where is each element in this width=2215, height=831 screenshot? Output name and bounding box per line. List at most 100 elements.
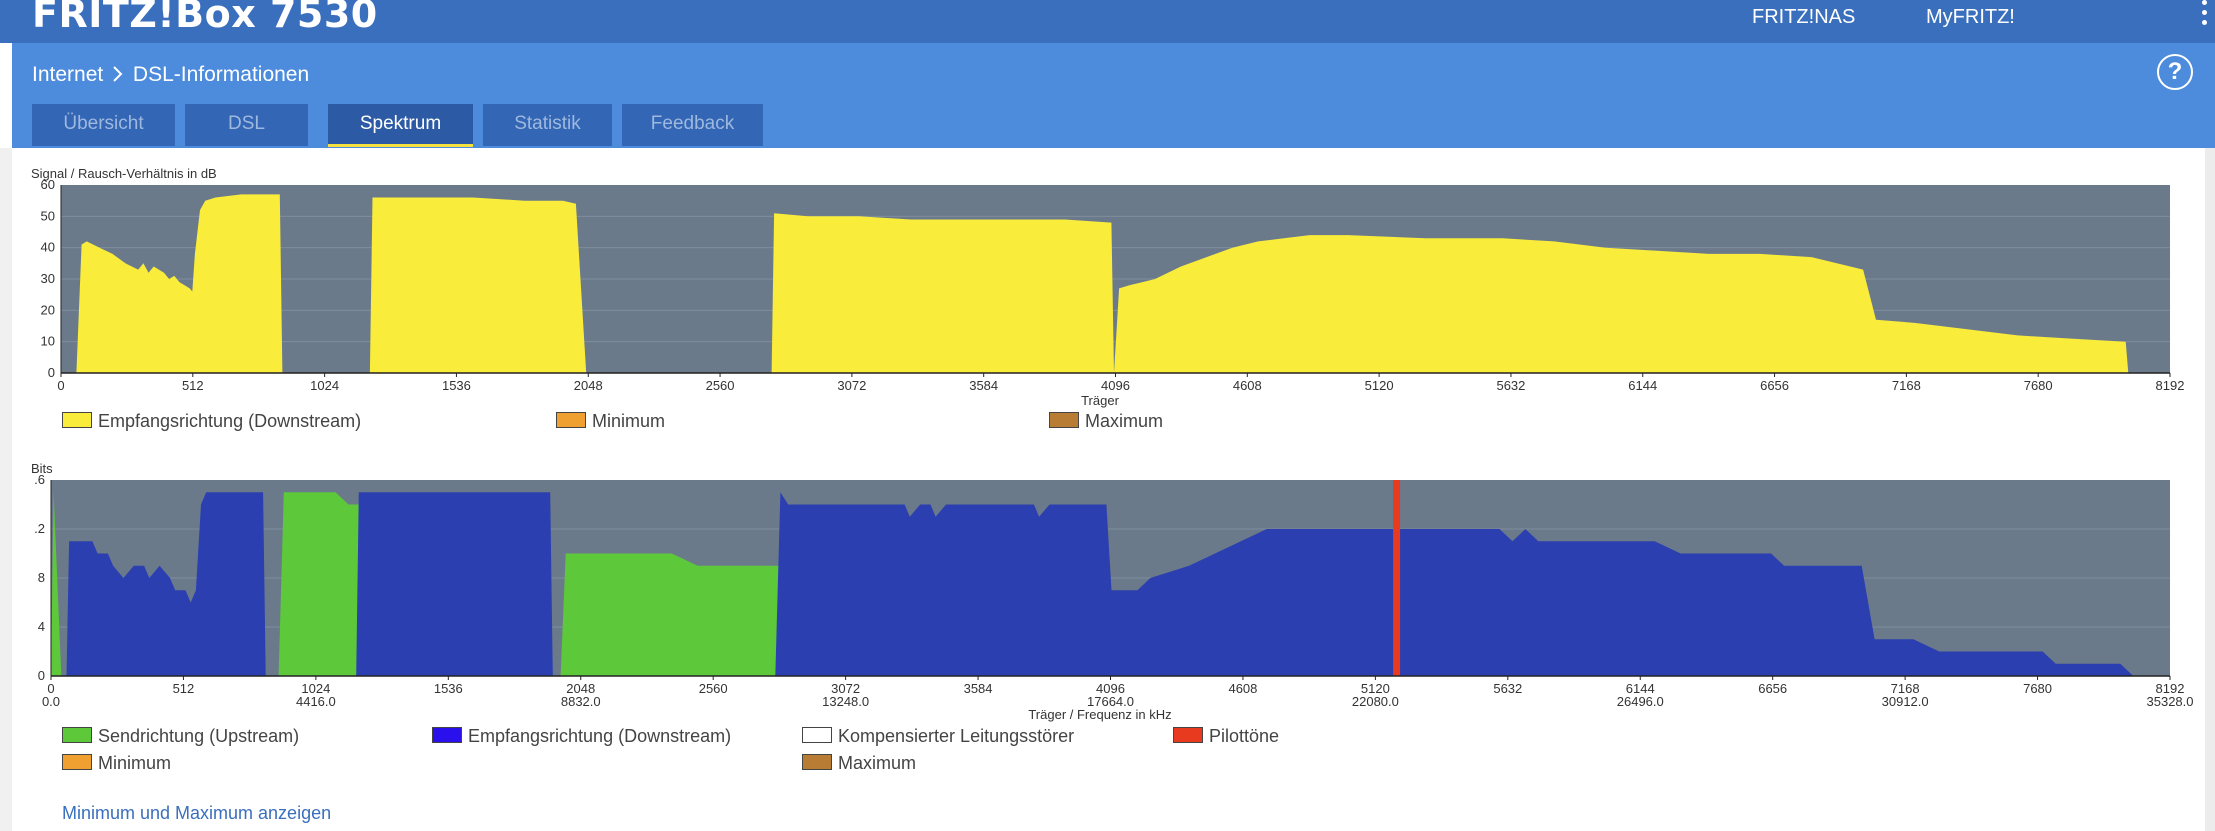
legend-swatch: [432, 727, 462, 744]
freq-tick-label: 26496.0: [1617, 694, 1664, 709]
bits-chart-ylabel: Bits: [31, 461, 53, 476]
y-tick-label: 8: [38, 570, 45, 585]
bits-legend-downstream[interactable]: Empfangsrichtung (Downstream): [432, 726, 731, 747]
tab-dsl[interactable]: DSL: [185, 104, 308, 146]
freq-tick-label: 22080.0: [1352, 694, 1399, 709]
sub-header: Internet DSL-Informationen ? Übersicht D…: [12, 43, 2215, 148]
x-tick-label: 512: [173, 681, 195, 696]
tab-feedback[interactable]: Feedback: [622, 104, 763, 146]
snr-legend-maximum[interactable]: Maximum: [1049, 411, 1163, 432]
y-tick-label: 50: [41, 208, 55, 223]
freq-tick-label: 0.0: [42, 694, 60, 709]
legend-swatch: [62, 754, 92, 771]
breadcrumb-section[interactable]: Internet: [32, 63, 104, 86]
x-tick-label: 8192: [2156, 681, 2185, 696]
left-margin: [0, 148, 12, 831]
bits-chart-xlabel: Träger / Frequenz in kHz: [1028, 707, 1171, 722]
legend-label: Maximum: [1085, 411, 1164, 431]
x-tick-label: 0: [57, 378, 64, 393]
freq-tick-label: 35328.0: [2147, 694, 2194, 709]
bits-series-0-area-0: [51, 492, 62, 676]
x-tick-label: 0: [47, 681, 54, 696]
x-tick-label: 5120: [1365, 378, 1394, 393]
breadcrumb: Internet DSL-Informationen: [32, 63, 309, 87]
x-tick-label: 1536: [434, 681, 463, 696]
bits-series-0-area-1: [278, 492, 367, 676]
x-tick-label: 5632: [1496, 378, 1525, 393]
x-tick-label: 4096: [1101, 378, 1130, 393]
x-tick-label: 7680: [2023, 681, 2052, 696]
tab-spektrum[interactable]: Spektrum: [328, 104, 473, 147]
freq-tick-label: 8832.0: [561, 694, 601, 709]
snr-chart-ylabel: Signal / Rausch-Verhältnis in dB: [31, 166, 217, 181]
x-tick-label: 6656: [1760, 378, 1789, 393]
legend-label: Sendrichtung (Upstream): [98, 726, 300, 746]
breadcrumb-page: DSL-Informationen: [132, 63, 310, 86]
brand-logo[interactable]: FRITZ!Box 7530: [32, 0, 378, 36]
more-menu-icon[interactable]: [2201, 0, 2209, 30]
snr-chart-xlabel: Träger: [1081, 393, 1119, 408]
legend-label: Kompensierter Leitungsstörer: [838, 726, 1075, 746]
x-tick-label: 4608: [1233, 378, 1262, 393]
y-tick-label: 20: [41, 302, 55, 317]
x-tick-label: 1024: [301, 681, 330, 696]
x-tick-label: 3072: [837, 378, 866, 393]
legend-swatch: [802, 754, 832, 771]
bits-legend-compensated[interactable]: Kompensierter Leitungsstörer: [802, 726, 1074, 747]
tab-statistik[interactable]: Statistik: [483, 104, 612, 146]
bits-legend-upstream[interactable]: Sendrichtung (Upstream): [62, 726, 299, 747]
tab-uebersicht[interactable]: Übersicht: [32, 104, 175, 146]
fritz-nas-link[interactable]: FRITZ!NAS: [1752, 6, 1856, 28]
x-tick-label: 7680: [2024, 378, 2053, 393]
x-tick-label: 1536: [442, 378, 471, 393]
legend-swatch: [62, 727, 92, 744]
legend-label: Pilottöne: [1209, 726, 1280, 746]
bits-series-1-area-1: [356, 492, 553, 676]
snr-legend-minimum[interactable]: Minimum: [556, 411, 665, 432]
x-tick-label: 512: [182, 378, 204, 393]
bits-series-0-area-2: [560, 553, 812, 676]
x-tick-label: 7168: [1891, 681, 1920, 696]
x-tick-label: 2560: [706, 378, 735, 393]
bits-series-1-area-2: [775, 492, 2134, 676]
legend-swatch: [1049, 412, 1079, 429]
x-tick-label: 2048: [574, 378, 603, 393]
bits-legend-minimum[interactable]: Minimum: [62, 753, 171, 774]
x-tick-label: 6144: [1628, 378, 1657, 393]
bits-legend-maximum[interactable]: Maximum: [802, 753, 916, 774]
y-tick-label: 30: [41, 271, 55, 286]
snr-legend-downstream[interactable]: Empfangsrichtung (Downstream): [62, 411, 361, 432]
legend-swatch: [802, 727, 832, 744]
x-tick-label: 5120: [1361, 681, 1390, 696]
freq-tick-label: 17664.0: [1087, 694, 1134, 709]
snr-chart: 60 50 40 30 20 10 0 0 512 1024 1536 2048 2560 3072 35…: [41, 178, 2185, 408]
right-scroll-gutter[interactable]: [2205, 148, 2215, 831]
x-tick-label: 4608: [1228, 681, 1257, 696]
y-tick-label: 10: [41, 334, 55, 349]
legend-label: Minimum: [592, 411, 666, 431]
myfritz-link[interactable]: MyFRITZ!: [1926, 6, 2015, 28]
bits-chart: .6 .2 8 4 0 0 512 1024 1536 2048 2560 3072 3584 4096…: [34, 474, 2194, 722]
snr-series-0-area-2: [771, 213, 2129, 373]
legend-label: Maximum: [838, 753, 917, 773]
x-tick-label: 5632: [1493, 681, 1522, 696]
legend-swatch: [1173, 727, 1203, 744]
legend-label: Minimum: [98, 753, 172, 773]
bits-legend-pilot[interactable]: Pilottöne: [1173, 726, 1279, 747]
y-tick-label: 40: [41, 240, 55, 255]
x-tick-label: 3072: [831, 681, 860, 696]
y-tick-label: .2: [34, 521, 45, 536]
toggle-min-max-link[interactable]: Minimum und Maximum anzeigen: [62, 803, 332, 823]
snr-series-0-area-0: [76, 194, 283, 373]
legend-label: Empfangsrichtung (Downstream): [98, 411, 362, 431]
x-tick-label: 4096: [1096, 681, 1125, 696]
y-tick-label: 0: [38, 668, 45, 683]
y-tick-label: 4: [38, 619, 45, 634]
legend-swatch: [556, 412, 586, 429]
help-icon[interactable]: ?: [2157, 54, 2193, 90]
x-tick-label: 3584: [964, 681, 993, 696]
y-tick-label: 0: [48, 365, 55, 380]
x-tick-label: 8192: [2156, 378, 2185, 393]
legend-label: Empfangsrichtung (Downstream): [468, 726, 732, 746]
freq-tick-label: 13248.0: [822, 694, 869, 709]
